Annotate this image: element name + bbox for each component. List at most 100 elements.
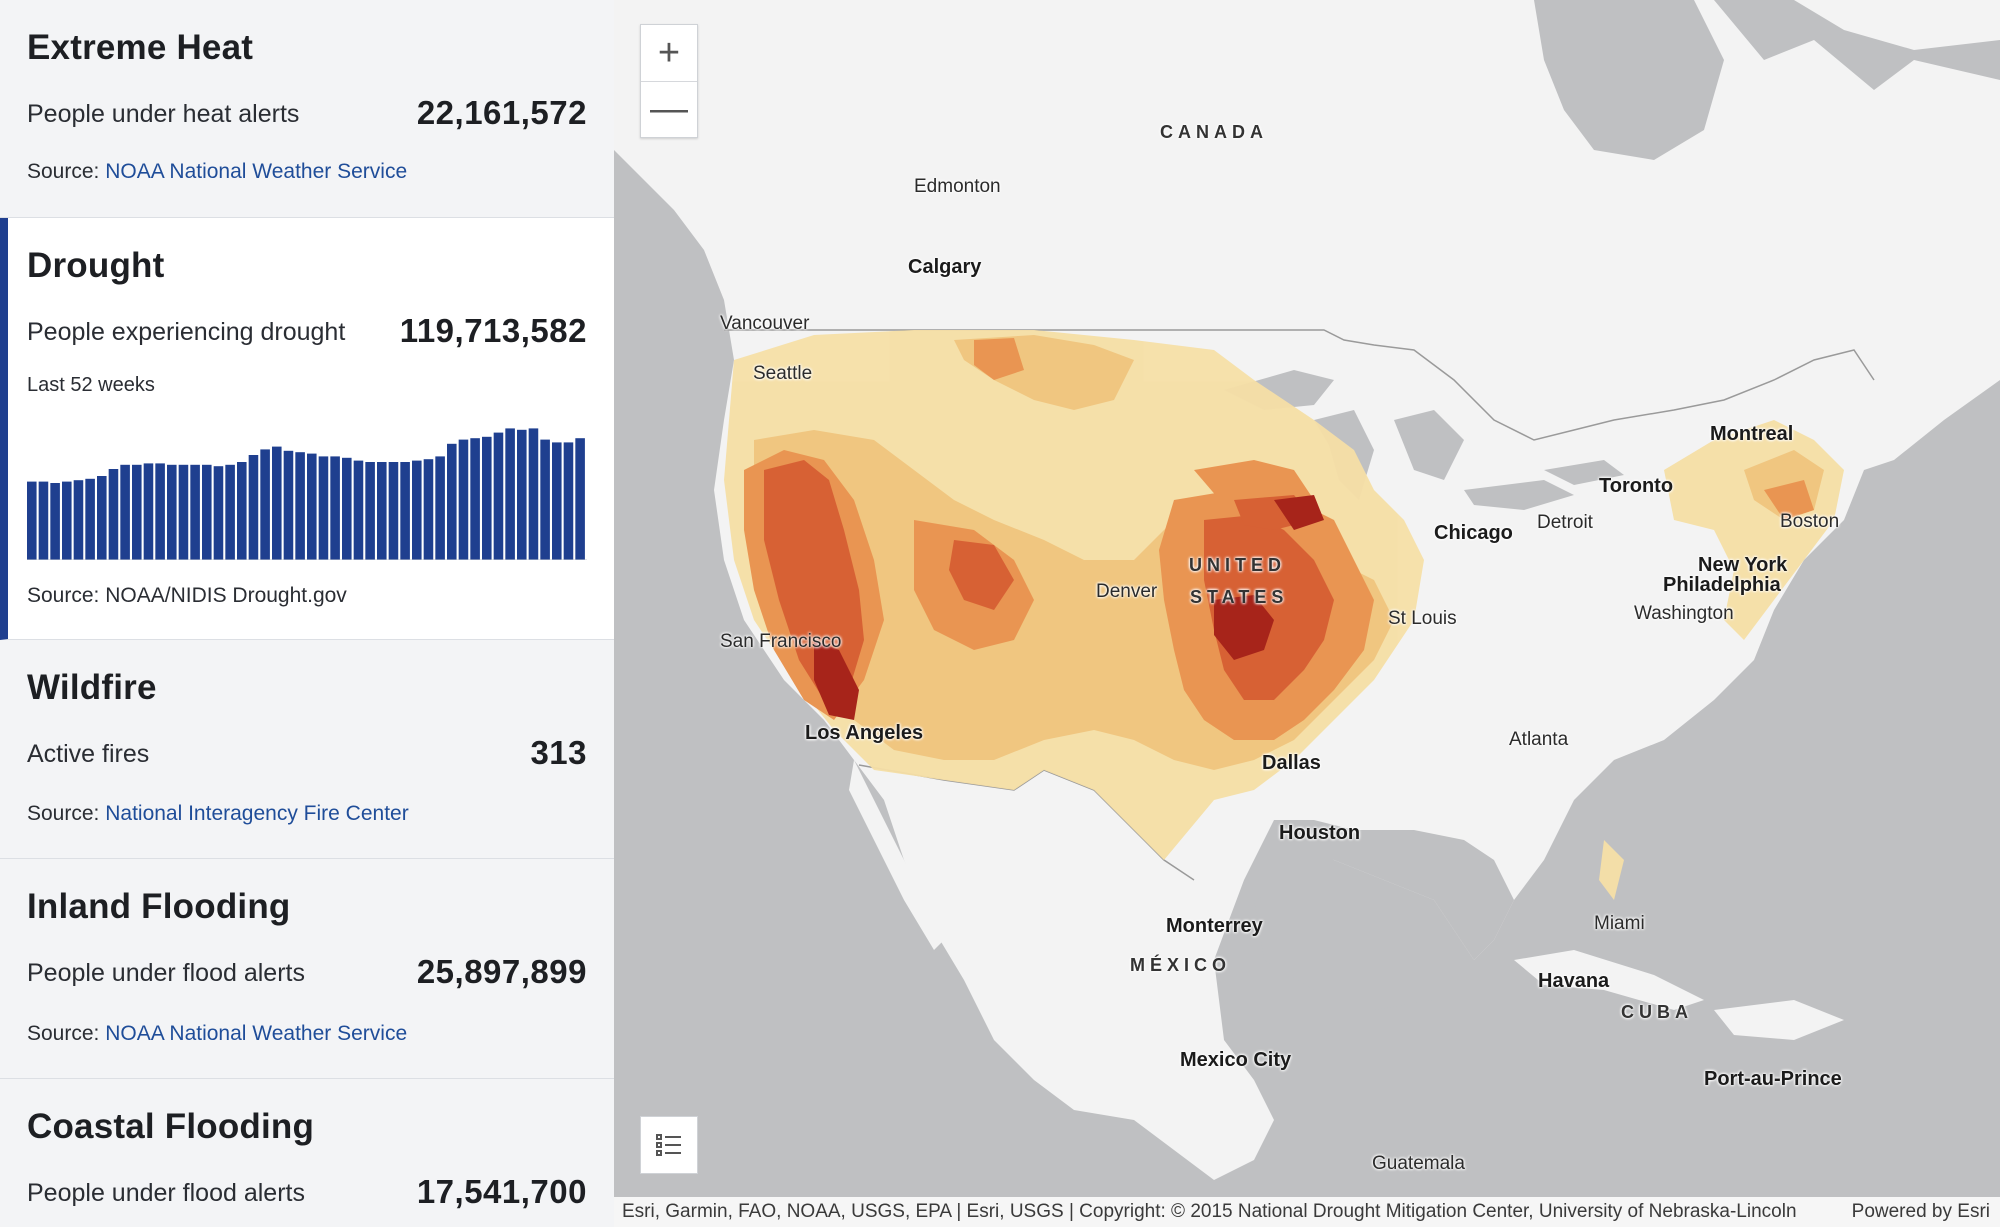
- drought-bar[interactable]: [272, 446, 282, 560]
- card-title: Inland Flooding: [27, 887, 291, 926]
- map-label-houston: Houston: [1279, 822, 1361, 844]
- drought-bar[interactable]: [155, 463, 165, 560]
- drought-bar[interactable]: [225, 464, 235, 560]
- drought-bar[interactable]: [85, 478, 95, 560]
- drought-bar[interactable]: [470, 438, 480, 560]
- drought-bar[interactable]: [575, 438, 585, 560]
- card-wildfire[interactable]: Wildfire Active fires 313 Source: Nation…: [0, 640, 614, 859]
- drought-bar[interactable]: [318, 456, 329, 560]
- metric-value: 25,897,899: [416, 953, 587, 990]
- drought-bar[interactable]: [540, 439, 550, 560]
- drought-bar[interactable]: [167, 464, 177, 560]
- source-link[interactable]: National Interagency Fire Center: [105, 802, 409, 825]
- drought-d2-boston: [1764, 480, 1814, 520]
- cuba-island: [1514, 950, 1704, 1010]
- drought-bar[interactable]: [73, 480, 84, 560]
- card-title: Drought: [27, 246, 165, 285]
- hudson-bay: [1534, 0, 1724, 160]
- map-label-seattle: Seattle: [753, 363, 813, 384]
- attribution-text: Esri, Garmin, FAO, NOAA, USGS, EPA | Esr…: [622, 1201, 1797, 1222]
- metric-label: People under heat alerts: [27, 100, 300, 128]
- source-line: Source: National Interagency Fire Center: [27, 802, 409, 826]
- drought-bar[interactable]: [260, 449, 270, 560]
- metric-value: 17,541,700: [416, 1173, 587, 1210]
- map-canvas[interactable]: [614, 0, 2000, 1227]
- drought-bar[interactable]: [307, 453, 317, 560]
- drought-bar[interactable]: [412, 460, 422, 560]
- drought-bar[interactable]: [50, 483, 60, 560]
- drought-bar[interactable]: [505, 428, 515, 560]
- source-line: Source: NOAA National Weather Service: [27, 1022, 407, 1046]
- drought-bar[interactable]: [97, 476, 107, 560]
- drought-map[interactable]: + — CANADA Edmonton Calgary Vancouver Seattl…: [614, 0, 2000, 1227]
- zoom-out-button[interactable]: —: [650, 87, 688, 130]
- drought-bar[interactable]: [365, 462, 375, 560]
- drought-bar[interactable]: [388, 462, 399, 560]
- drought-bar[interactable]: [400, 462, 410, 560]
- drought-d4-plains: [1214, 495, 1324, 660]
- drought-bar[interactable]: [143, 463, 154, 560]
- map-label-guatemala: Guatemala: [1372, 1153, 1465, 1174]
- card-extreme-heat[interactable]: Extreme Heat People under heat alerts 22…: [0, 0, 614, 218]
- metric-label: People experiencing drought: [27, 318, 346, 346]
- drought-bar[interactable]: [353, 460, 364, 560]
- metric-label: People under flood alerts: [27, 1179, 305, 1207]
- drought-bar[interactable]: [237, 462, 247, 560]
- drought-bar[interactable]: [482, 436, 492, 560]
- metric-row: People under flood alerts 25,897,899: [27, 951, 587, 995]
- map-label-los-angeles: Los Angeles: [805, 722, 924, 744]
- map-label-denver: Denver: [1096, 581, 1158, 602]
- source-line: Source: NOAA National Weather Service: [27, 160, 407, 184]
- drought-bar[interactable]: [283, 450, 294, 560]
- sidebar: Extreme Heat People under heat alerts 22…: [0, 0, 615, 1227]
- drought-bar[interactable]: [178, 464, 189, 560]
- drought-bar[interactable]: [38, 481, 49, 560]
- drought-bar[interactable]: [342, 457, 352, 560]
- card-title: Coastal Flooding: [27, 1107, 315, 1146]
- drought-bar[interactable]: [120, 464, 130, 560]
- metric-value: 119,713,582: [399, 312, 587, 349]
- drought-bar[interactable]: [213, 466, 224, 560]
- drought-bar[interactable]: [62, 481, 72, 560]
- gulf-water-fill: [1254, 880, 1474, 1010]
- source-link[interactable]: NOAA National Weather Service: [105, 160, 408, 183]
- hispaniola-island: [1714, 1000, 1844, 1040]
- drought-bar[interactable]: [435, 456, 445, 560]
- attribution-bar: Esri, Garmin, FAO, NOAA, USGS, EPA | Esr…: [614, 1197, 2000, 1227]
- drought-d3-nevada: [949, 540, 1014, 610]
- map-label-philadelphia: Philadelphia: [1663, 574, 1781, 596]
- zoom-in-button[interactable]: +: [641, 25, 697, 82]
- drought-bar[interactable]: [190, 464, 200, 560]
- map-label-detroit: Detroit: [1537, 512, 1593, 533]
- metric-row: People experiencing drought 119,713,582: [27, 310, 587, 354]
- drought-d2-montana: [974, 338, 1024, 380]
- source-prefix: Source:: [27, 802, 100, 825]
- drought-bar[interactable]: [202, 464, 212, 560]
- drought-bar[interactable]: [517, 429, 527, 560]
- legend-list-icon: [656, 1134, 681, 1156]
- drought-bar[interactable]: [493, 432, 504, 560]
- drought-bar[interactable]: [563, 442, 574, 560]
- legend-button[interactable]: [640, 1116, 698, 1174]
- drought-bar[interactable]: [132, 464, 142, 560]
- card-coastal-flooding[interactable]: Coastal Flooding People under flood aler…: [0, 1079, 614, 1227]
- metric-label: Active fires: [27, 740, 150, 768]
- drought-bar[interactable]: [108, 469, 119, 560]
- map-label-san-francisco: San Francisco: [720, 631, 842, 652]
- source-link[interactable]: NOAA National Weather Service: [105, 1022, 408, 1045]
- drought-layer[interactable]: [724, 330, 1844, 900]
- powered-by-link[interactable]: Powered by Esri: [1851, 1201, 1990, 1222]
- drought-bar[interactable]: [330, 456, 340, 560]
- card-inland-flooding[interactable]: Inland Flooding People under flood alert…: [0, 859, 614, 1079]
- drought-bar[interactable]: [377, 462, 387, 560]
- drought-bar[interactable]: [27, 481, 37, 560]
- drought-bar[interactable]: [447, 443, 457, 560]
- drought-bar[interactable]: [458, 439, 469, 560]
- map-label-monterrey: Monterrey: [1166, 915, 1263, 937]
- drought-bar[interactable]: [248, 455, 259, 560]
- drought-bar[interactable]: [295, 452, 305, 560]
- source-line: Source: NOAA/NIDIS Drought.gov: [27, 584, 347, 608]
- drought-bar[interactable]: [552, 442, 562, 560]
- drought-bar[interactable]: [423, 459, 434, 560]
- drought-bar[interactable]: [528, 428, 539, 560]
